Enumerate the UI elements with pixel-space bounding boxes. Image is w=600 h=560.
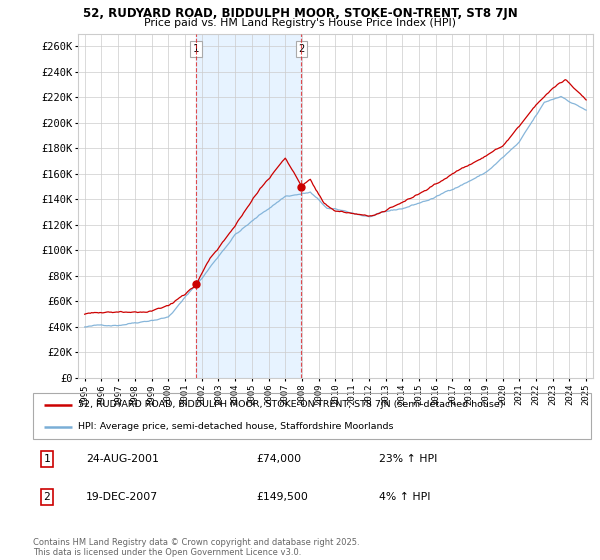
Text: 52, RUDYARD ROAD, BIDDULPH MOOR, STOKE-ON-TRENT, ST8 7JN (semi-detached house): 52, RUDYARD ROAD, BIDDULPH MOOR, STOKE-O…	[77, 400, 503, 409]
Text: HPI: Average price, semi-detached house, Staffordshire Moorlands: HPI: Average price, semi-detached house,…	[77, 422, 393, 431]
Text: 1: 1	[193, 44, 199, 54]
Text: £74,000: £74,000	[256, 454, 301, 464]
Text: 24-AUG-2001: 24-AUG-2001	[86, 454, 159, 464]
Text: Price paid vs. HM Land Registry's House Price Index (HPI): Price paid vs. HM Land Registry's House …	[144, 18, 456, 29]
Text: 2: 2	[44, 492, 50, 502]
Bar	[196, 34, 301, 378]
Text: 23% ↑ HPI: 23% ↑ HPI	[379, 454, 437, 464]
Text: 2: 2	[298, 44, 305, 54]
Text: Contains HM Land Registry data © Crown copyright and database right 2025.
This d: Contains HM Land Registry data © Crown c…	[33, 538, 359, 557]
Text: 1: 1	[44, 454, 50, 464]
Text: £149,500: £149,500	[256, 492, 308, 502]
Text: 52, RUDYARD ROAD, BIDDULPH MOOR, STOKE-ON-TRENT, ST8 7JN: 52, RUDYARD ROAD, BIDDULPH MOOR, STOKE-O…	[83, 7, 517, 20]
Text: 4% ↑ HPI: 4% ↑ HPI	[379, 492, 430, 502]
Text: 19-DEC-2007: 19-DEC-2007	[86, 492, 158, 502]
